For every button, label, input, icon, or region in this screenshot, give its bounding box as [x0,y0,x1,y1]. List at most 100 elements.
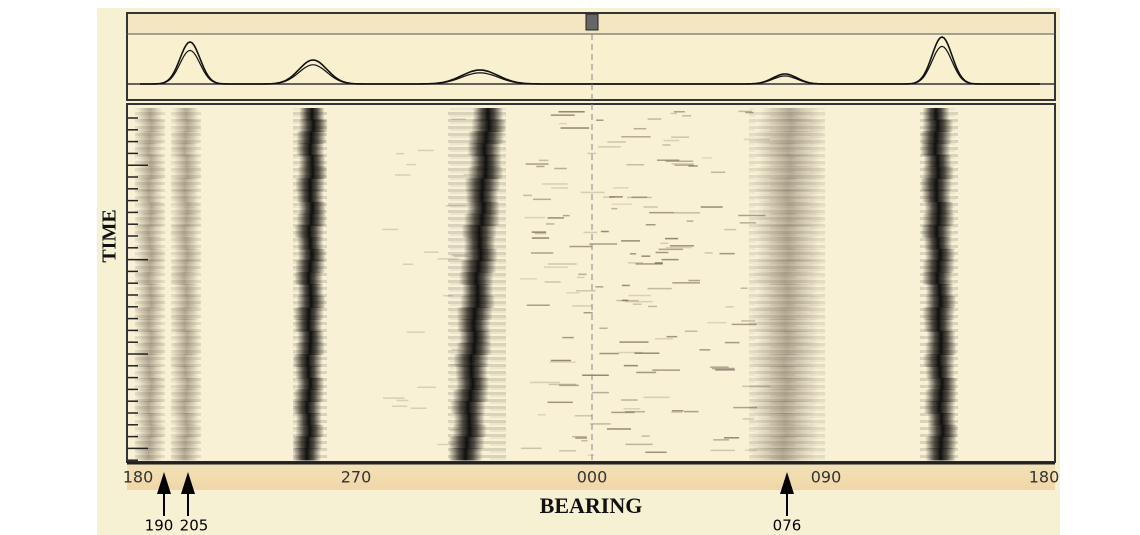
noise [712,367,735,370]
noise [578,273,587,276]
noise [417,149,434,152]
noise [569,245,592,248]
beam-curve [140,45,1040,85]
noise [618,351,644,354]
arrow [157,472,171,516]
noise [673,111,685,113]
noise [520,447,542,450]
noise [562,214,570,217]
noise [627,262,643,264]
noise [671,410,684,412]
noise [587,454,595,457]
noise [623,408,641,410]
noise [621,284,630,287]
noise [733,406,758,409]
noise [671,163,694,165]
noise [701,157,712,159]
noise [602,196,615,198]
noise [547,401,573,404]
bearing-strip [127,463,1055,490]
noise [688,165,698,167]
noise [538,159,549,162]
noise [589,243,618,245]
noise [577,276,585,279]
noise [392,405,408,407]
noise [710,171,726,174]
noise [395,174,411,176]
noise [406,163,417,166]
noise [742,418,755,420]
noise [671,411,683,414]
noise [550,359,571,362]
noise [686,220,694,222]
noise [587,152,597,155]
noise [600,230,609,233]
noise [402,263,414,266]
noise [725,306,734,308]
noise [654,338,673,340]
noise [575,290,596,292]
noise [624,410,646,413]
arrow [181,472,195,516]
noise [443,294,453,297]
noise [544,281,561,283]
noise [449,364,468,366]
noise [738,110,753,113]
noise [619,341,649,343]
noise [636,371,657,374]
trace-texture [448,108,506,460]
noise [583,231,598,234]
trace-texture [920,108,958,460]
noise [740,287,748,289]
noise [663,139,680,142]
bearing-label: 180 [123,468,154,487]
noise [731,323,757,326]
noise [621,136,651,138]
noise [599,352,619,355]
noise [743,138,770,141]
noise [437,258,459,260]
noise [665,237,679,240]
noise [742,385,771,388]
noise [710,449,735,452]
noise [611,411,635,414]
noise [547,263,577,265]
noise [621,299,629,302]
noise [656,159,680,161]
noise [530,252,554,254]
noise [537,413,546,416]
noise [660,242,669,245]
noise [684,410,699,413]
noise [531,231,547,233]
noise [710,366,729,368]
noise [707,321,727,324]
noise [590,423,611,425]
noise [658,248,683,251]
trace-texture [171,108,201,460]
annotation: 190 [145,517,174,535]
noise [598,146,621,148]
noise [531,237,550,239]
noise [611,203,632,205]
noise [738,214,766,217]
noise [545,223,555,225]
noise [671,136,690,138]
noise [672,282,701,284]
noise [682,115,692,117]
noise [621,240,641,242]
waterfall [126,103,1056,463]
noise [665,160,694,163]
noise [396,399,409,402]
noise [684,330,698,333]
noise [543,266,568,268]
noise [550,114,575,116]
noise [547,217,564,219]
noise [724,228,737,231]
noise [581,439,588,442]
y-axis-label: TIME [99,209,121,262]
noise [633,127,647,130]
noise [645,223,656,226]
noise [566,292,580,294]
noise [652,369,681,371]
bearing-label: 180 [1029,468,1060,487]
